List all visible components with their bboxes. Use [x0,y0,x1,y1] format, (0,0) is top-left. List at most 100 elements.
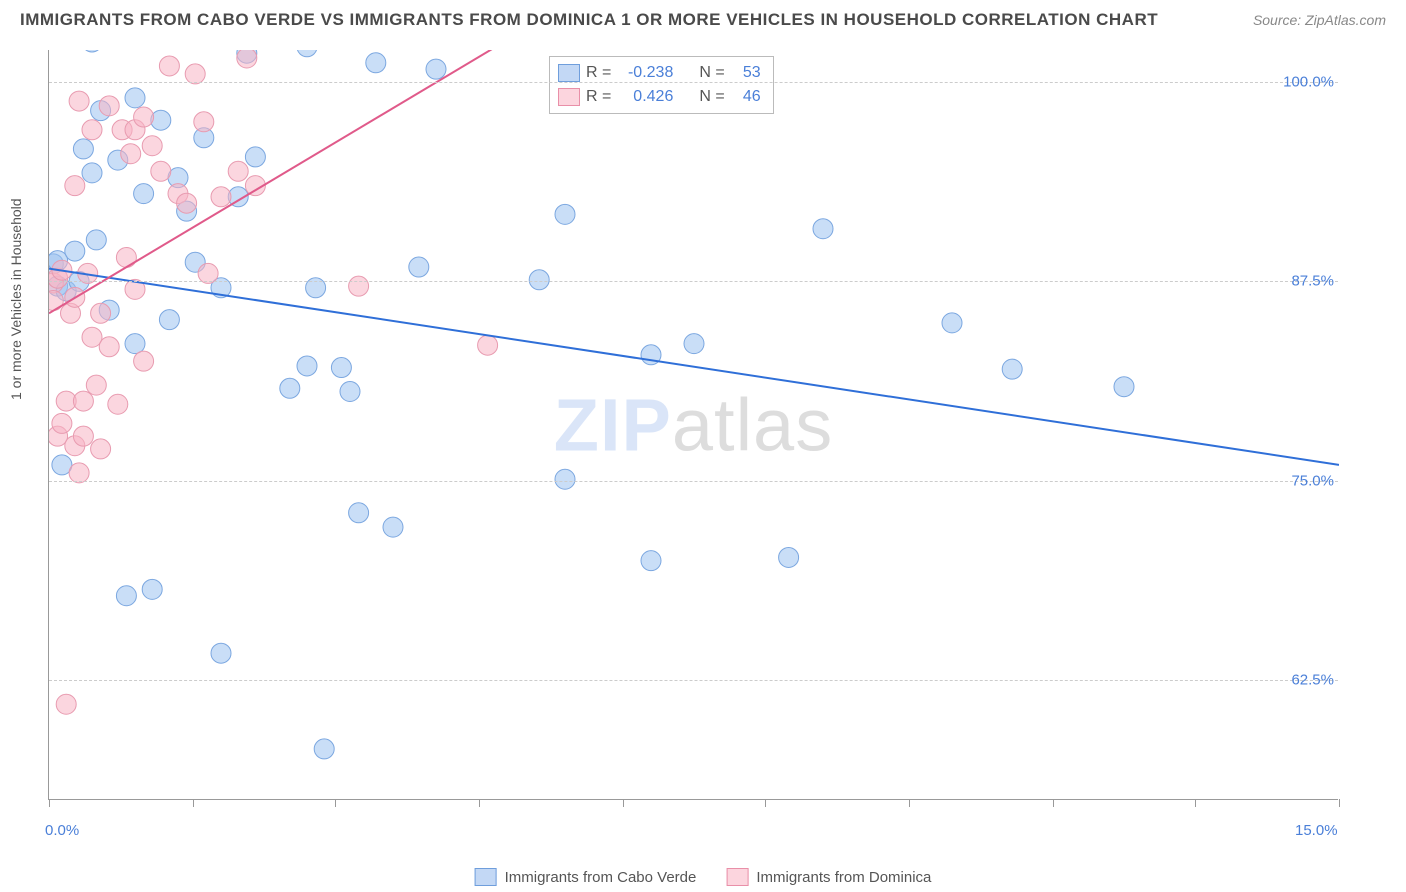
x-tick-label: 0.0% [45,822,79,839]
y-tick-label: 75.0% [1291,472,1334,489]
legend-row: R =0.426N =46 [558,85,761,109]
legend-swatch [475,868,497,886]
data-point [99,337,119,357]
data-point [779,547,799,567]
data-point [331,358,351,378]
data-point [151,110,171,130]
legend-r-label: R = [586,88,611,106]
legend-n-value: 46 [731,88,761,106]
data-point [245,147,265,167]
data-point [349,503,369,523]
gridline-h [49,481,1338,482]
data-point [108,394,128,414]
correlation-legend: R =-0.238N =53R =0.426N =46 [549,56,774,114]
x-tick [1339,799,1340,807]
data-point [73,139,93,159]
data-point [366,53,386,73]
data-point [349,276,369,296]
legend-item: Immigrants from Cabo Verde [475,868,697,886]
data-point [383,517,403,537]
gridline-h [49,82,1338,83]
data-point [641,551,661,571]
legend-r-value: -0.238 [617,64,673,82]
data-point [99,96,119,116]
data-point [280,378,300,398]
data-point [340,381,360,401]
data-point [529,270,549,290]
legend-swatch [558,88,580,106]
series-name: Immigrants from Dominica [756,869,931,886]
source-label: Source: ZipAtlas.com [1253,12,1386,28]
data-point [86,375,106,395]
data-point [52,413,72,433]
data-point [142,579,162,599]
x-tick [623,799,624,807]
plot-area: ZIPatlas R =-0.238N =53R =0.426N =46 62.… [48,50,1338,800]
data-point [134,351,154,371]
data-point [159,310,179,330]
data-point [56,694,76,714]
data-point [813,219,833,239]
plot-svg [49,50,1338,799]
data-point [125,88,145,108]
legend-n-value: 53 [731,64,761,82]
data-point [1114,377,1134,397]
x-tick [1195,799,1196,807]
data-point [555,204,575,224]
data-point [91,303,111,323]
data-point [82,32,102,52]
y-axis-label: 1 or more Vehicles in Household [8,198,24,400]
series-legend: Immigrants from Cabo Verde Immigrants fro… [475,868,932,886]
data-point [211,187,231,207]
legend-r-label: R = [586,64,611,82]
data-point [125,334,145,354]
data-point [684,334,704,354]
legend-swatch [558,64,580,82]
data-point [1002,359,1022,379]
data-point [211,643,231,663]
data-point [177,193,197,213]
data-point [116,247,136,267]
data-point [69,91,89,111]
y-tick-label: 62.5% [1291,672,1334,689]
legend-item: Immigrants from Dominica [726,868,931,886]
gridline-h [49,680,1338,681]
series-name: Immigrants from Cabo Verde [505,869,697,886]
data-point [194,112,214,132]
x-tick [335,799,336,807]
x-tick [909,799,910,807]
data-point [73,426,93,446]
regression-line [49,269,1339,465]
data-point [297,37,317,57]
data-point [228,161,248,181]
data-point [134,107,154,127]
data-point [134,184,154,204]
data-point [65,241,85,261]
data-point [555,469,575,489]
data-point [116,586,136,606]
gridline-h [49,281,1338,282]
data-point [297,356,317,376]
y-tick-label: 100.0% [1283,73,1334,90]
data-point [86,230,106,250]
x-tick [479,799,480,807]
data-point [478,335,498,355]
data-point [65,176,85,196]
data-point [82,327,102,347]
legend-n-label: N = [699,88,724,106]
data-point [151,161,171,181]
data-point [314,739,334,759]
data-point [159,56,179,76]
data-point [121,144,141,164]
x-tick [765,799,766,807]
legend-swatch [726,868,748,886]
x-tick [193,799,194,807]
legend-n-label: N = [699,64,724,82]
data-point [426,59,446,79]
y-tick-label: 87.5% [1291,273,1334,290]
data-point [73,391,93,411]
x-tick [49,799,50,807]
data-point [82,163,102,183]
data-point [942,313,962,333]
data-point [82,120,102,140]
